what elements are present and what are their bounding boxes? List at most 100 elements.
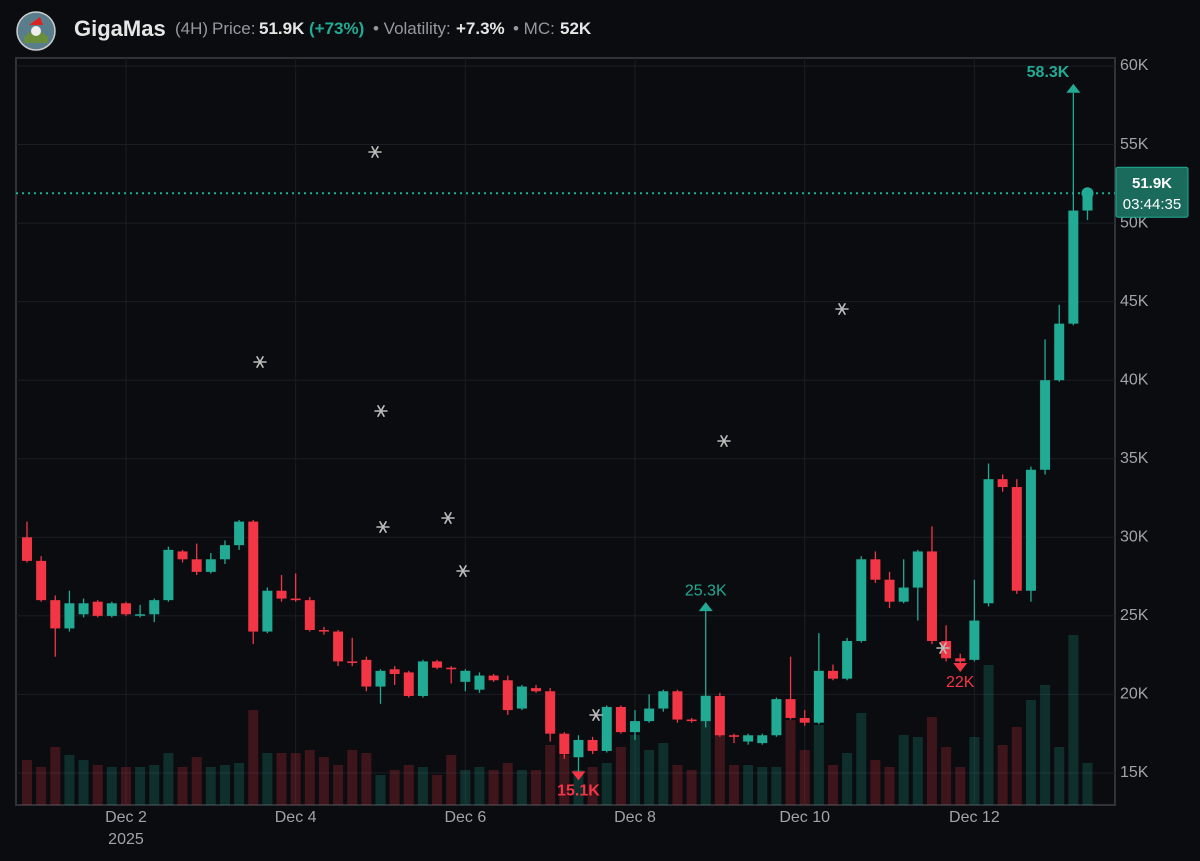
candle-body [884, 579, 895, 602]
x-tick-label: Dec 6 [444, 809, 486, 826]
candle-body [729, 735, 739, 737]
volatility-label: • Volatility: [373, 19, 451, 38]
candle-body [488, 675, 499, 681]
volume-bar [333, 765, 344, 805]
volume-bar [290, 753, 301, 805]
candle-body [1082, 193, 1093, 211]
volume-bar [573, 770, 584, 805]
volume-bar [22, 760, 32, 805]
candle-body [587, 739, 598, 751]
candle-body [219, 545, 230, 560]
candle-body [559, 733, 570, 755]
candle-body [403, 672, 414, 696]
candle-body [856, 559, 867, 641]
volume-bar [135, 767, 146, 805]
volume-bar [941, 747, 952, 805]
candle-body [813, 670, 824, 723]
volume-bar [912, 737, 923, 805]
volume-bar [262, 753, 273, 805]
candle-body [771, 699, 782, 736]
volume-bar [234, 763, 245, 805]
volume-bar [474, 767, 485, 805]
candle-body [516, 686, 527, 709]
interval: (4H) [175, 19, 209, 38]
candle-body [630, 721, 641, 733]
volume-bar [177, 767, 188, 805]
y-tick-label: 60K [1120, 57, 1149, 74]
snowflakes [253, 146, 950, 722]
volume-bar [92, 765, 103, 805]
volume-bar [785, 720, 796, 805]
volume-bar [700, 695, 711, 805]
candle-body [262, 590, 273, 632]
volume-bar [446, 755, 457, 805]
candle-body [191, 559, 202, 572]
candle-body [531, 688, 542, 692]
y-tick-label: 20K [1120, 686, 1149, 703]
candle-body [1068, 210, 1079, 324]
candle-body [672, 691, 683, 720]
price-change: (+73%) [309, 19, 365, 38]
price-box-label: 51.9K [1132, 175, 1172, 192]
candle-body [417, 661, 428, 696]
candle-body [898, 587, 909, 602]
candle-body [870, 559, 881, 580]
candle-body [276, 590, 287, 599]
volume-bar [205, 767, 216, 805]
candle-body [177, 551, 188, 560]
candle-body [446, 667, 457, 670]
volume-bar [630, 735, 641, 805]
volume-bar [488, 770, 499, 805]
avatar [16, 11, 56, 51]
candle-body [502, 680, 513, 711]
volume-bar [163, 753, 174, 805]
x-tick-label: Dec 10 [779, 809, 830, 826]
market-cap: 52K [560, 19, 592, 38]
candle-body [1025, 469, 1036, 591]
volume-bar [403, 765, 414, 805]
volume-bar [870, 760, 881, 805]
candle-body [1040, 380, 1051, 470]
volume-bar [644, 750, 655, 805]
candle-body [644, 708, 655, 722]
volume-bar [1054, 747, 1065, 805]
volume-bar [502, 763, 513, 805]
volume-bar [120, 767, 131, 805]
volume-bar [389, 770, 400, 805]
price-label: Price: [212, 19, 256, 38]
volume-bar [587, 767, 598, 805]
annotation-arrow [1066, 83, 1081, 93]
candle-body [827, 670, 838, 679]
volume-bar [149, 765, 160, 805]
y-tick-label: 30K [1120, 529, 1149, 546]
volume-bar [601, 763, 612, 805]
candle-body [375, 670, 386, 687]
volume-bar [347, 750, 358, 805]
candle-body [460, 670, 471, 682]
mc-label: • MC: [513, 19, 555, 38]
candle-body [474, 675, 485, 690]
candle-body [941, 640, 952, 659]
candle-body [163, 549, 174, 601]
volume-bar [1040, 685, 1051, 805]
candle-body [149, 600, 160, 615]
last-price-dot [1081, 187, 1094, 200]
candle-body [545, 691, 556, 734]
candle-body [997, 479, 1008, 488]
candle-body [234, 521, 245, 546]
candle-body [318, 629, 329, 632]
candle-body [955, 658, 966, 662]
candle-body [304, 600, 315, 630]
volume-bar [276, 753, 287, 805]
candle-body [658, 691, 669, 709]
volume-bar [36, 767, 47, 805]
volume-bar [432, 775, 443, 805]
candle-body [842, 640, 853, 679]
candle-body [785, 699, 796, 718]
candle-body [106, 603, 117, 616]
volume-bar [842, 753, 853, 805]
annotation-label: 25.3K [685, 582, 727, 599]
x-tick-label: Dec 8 [614, 809, 656, 826]
candle-body [1011, 487, 1022, 591]
candle-body [686, 719, 697, 722]
